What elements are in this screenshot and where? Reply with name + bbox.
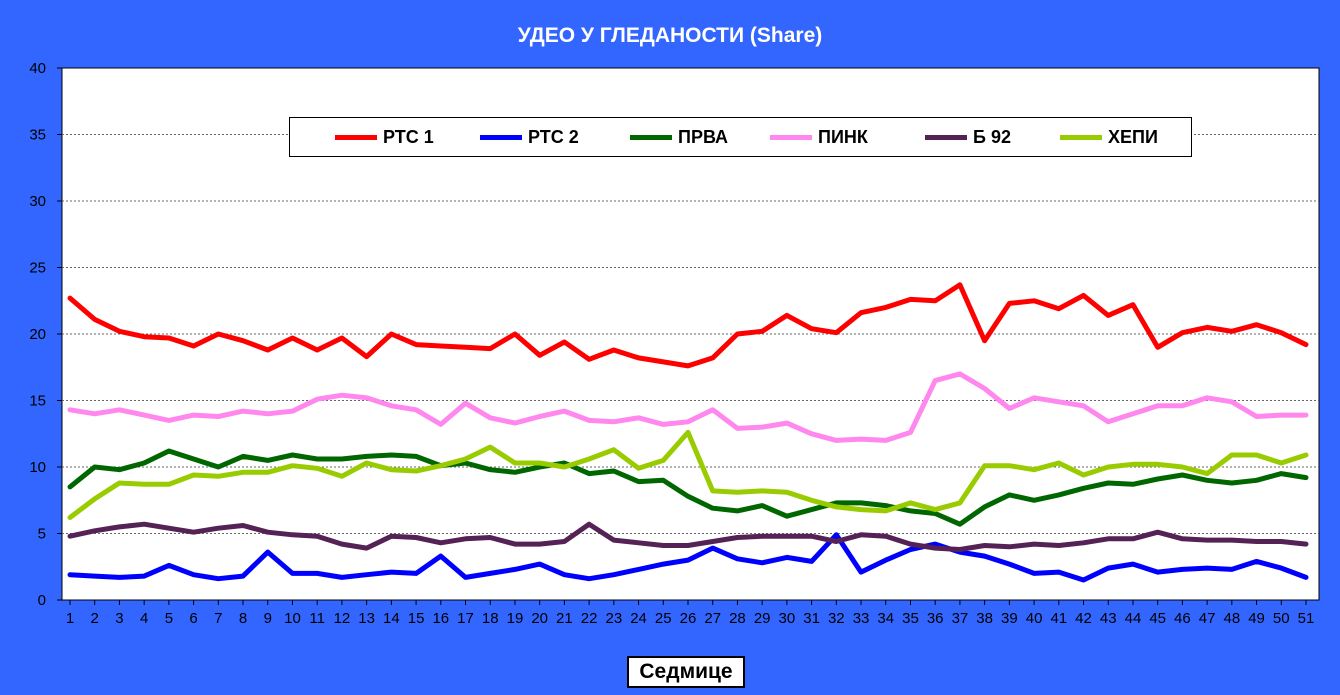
x-tick-label: 46	[1174, 610, 1191, 627]
legend-label: РТС 2	[528, 126, 579, 147]
legend-label: ПРВА	[678, 126, 729, 147]
legend-swatch	[335, 134, 377, 140]
legend-label: РТС 1	[383, 126, 434, 147]
x-tick-label: 27	[704, 610, 721, 627]
x-tick-label: 32	[828, 610, 845, 627]
legend-item: РТС 2	[480, 118, 579, 156]
x-tick-label: 43	[1100, 610, 1117, 627]
x-tick-label: 8	[239, 610, 247, 627]
x-tick-label: 11	[309, 610, 325, 627]
legend-swatch	[925, 134, 967, 140]
x-axis-label: Седмице	[627, 656, 745, 688]
x-tick-label: 4	[140, 610, 148, 627]
x-tick-label: 5	[165, 610, 173, 627]
legend-item: ХЕПИ	[1060, 118, 1158, 156]
x-tick-label: 29	[754, 610, 771, 627]
series-line-1	[67, 282, 1309, 369]
x-tick-label: 16	[432, 610, 449, 627]
x-tick-label: 51	[1298, 610, 1315, 627]
x-tick-label: 24	[630, 610, 647, 627]
y-tick-label: 20	[29, 326, 46, 343]
x-tick-label: 12	[334, 610, 351, 627]
legend: РТС 1 РТС 2 ПРВА ПИНК Б 92 ХЕПИ	[289, 117, 1192, 157]
x-tick-label: 1	[66, 610, 74, 627]
x-tick-label: 35	[902, 610, 919, 627]
x-tick-label: 14	[383, 610, 400, 627]
y-tick-label: 0	[38, 592, 46, 609]
legend-item: ПРВА	[630, 118, 728, 156]
x-tick-label: 41	[1050, 610, 1067, 627]
x-tick-label: 20	[531, 610, 548, 627]
x-tick-label: 13	[358, 610, 375, 627]
legend-item: Б 92	[925, 118, 1011, 156]
x-tick-label: 39	[1001, 610, 1018, 627]
x-tick-label: 37	[952, 610, 969, 627]
x-tick-label: 2	[91, 610, 99, 627]
x-tick-label: 30	[779, 610, 796, 627]
x-tick-label: 50	[1273, 610, 1290, 627]
x-tick-label: 48	[1223, 610, 1240, 627]
legend-swatch	[1060, 134, 1102, 140]
x-tick-label: 38	[976, 610, 993, 627]
x-tick-label: 28	[729, 610, 746, 627]
x-tick-label: 7	[214, 610, 222, 627]
x-tick-label: 18	[482, 610, 499, 627]
x-tick-label: 44	[1125, 610, 1142, 627]
x-tick-label: 21	[556, 610, 573, 627]
x-tick-label: 49	[1248, 610, 1265, 627]
y-tick-label: 30	[29, 193, 46, 210]
x-tick-label: 31	[803, 610, 820, 627]
series-lines	[67, 282, 1309, 583]
chart-title: УДЕО У ГЛЕДАНОСТИ (Share)	[517, 24, 823, 47]
x-tick-label: 22	[581, 610, 598, 627]
x-tick-label: 26	[680, 610, 697, 627]
legend-label: ПИНК	[818, 126, 868, 147]
x-tick-label: 9	[264, 610, 272, 627]
legend-label: ХЕПИ	[1108, 126, 1158, 147]
legend-swatch	[630, 134, 672, 140]
series-line-6	[67, 429, 1309, 520]
y-tick-label: 15	[29, 393, 46, 410]
y-axis-ticks: 0 5 10 15 20 25 30 35 40	[29, 60, 62, 609]
y-tick-label: 25	[29, 260, 46, 277]
x-tick-label: 33	[853, 610, 870, 627]
series-line-4	[67, 371, 1309, 443]
series-line-3	[67, 448, 1309, 527]
x-tick-label: 23	[605, 610, 622, 627]
x-tick-label: 45	[1149, 610, 1166, 627]
x-tick-label: 15	[408, 610, 425, 627]
y-tick-label: 35	[29, 127, 46, 144]
legend-label: Б 92	[973, 126, 1011, 147]
x-tick-label: 10	[284, 610, 301, 627]
legend-swatch	[770, 134, 812, 140]
x-tick-label: 17	[457, 610, 474, 627]
y-tick-label: 10	[29, 459, 46, 476]
y-tick-label: 40	[29, 60, 46, 77]
series-line-2	[67, 532, 1309, 583]
x-tick-label: 6	[189, 610, 197, 627]
y-tick-label: 5	[38, 526, 46, 543]
x-tick-label: 34	[877, 610, 894, 627]
x-tick-label: 40	[1026, 610, 1043, 627]
legend-swatch	[480, 134, 522, 140]
x-tick-label: 36	[927, 610, 944, 627]
x-axis-ticks: 1 2 3 4 5 6 7 8 9 10 11 12 13 14 15 16 17 18 19 20 21 22 23 24 2…	[66, 600, 1315, 627]
legend-item: РТС 1	[335, 118, 434, 156]
legend-item: ПИНК	[770, 118, 868, 156]
series-line-5	[67, 521, 1309, 552]
x-tick-label: 42	[1075, 610, 1092, 627]
x-tick-label: 3	[115, 610, 123, 627]
x-tick-label: 47	[1199, 610, 1216, 627]
x-tick-label: 19	[507, 610, 524, 627]
x-tick-label: 25	[655, 610, 672, 627]
